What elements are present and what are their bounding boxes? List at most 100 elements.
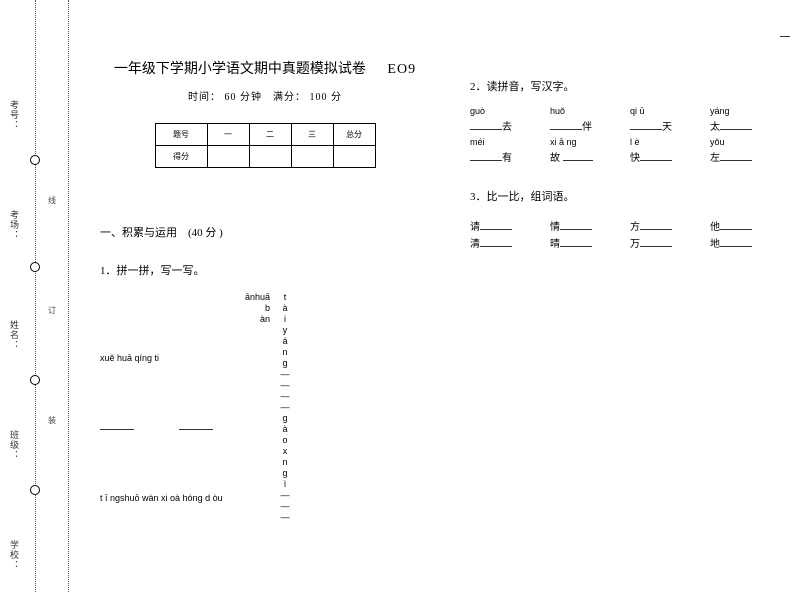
hz: 地: [710, 235, 790, 250]
blank-row: [100, 420, 213, 435]
table-row: 题号 一 二 三 总分: [155, 124, 375, 146]
q3-title: 3．比一比，组词语。: [470, 188, 790, 204]
binding-label: 考场：: [8, 210, 21, 240]
py: huǒ: [550, 106, 630, 116]
blank: [720, 151, 752, 161]
dotline-outer: [35, 0, 36, 592]
blank: [560, 237, 592, 247]
py: l è: [630, 137, 710, 147]
blank: [560, 220, 592, 230]
hanzi-line: 清 晴 万 地: [470, 235, 790, 250]
py-char: n: [280, 457, 290, 468]
pinyin-row: xuě huā qíng ti: [100, 352, 159, 366]
cell: [249, 146, 291, 168]
py-char: —: [280, 490, 290, 501]
hz: 左: [710, 149, 790, 164]
py-char: —: [280, 402, 290, 413]
pinyin-block: ānhuā b àn t à i y á n g — — — — g à o x…: [100, 292, 430, 562]
blank: [640, 151, 672, 161]
py: yáng: [710, 106, 790, 116]
py-char: à: [280, 424, 290, 435]
hz: 伴: [550, 118, 630, 133]
blank: [470, 151, 502, 161]
blank: [480, 237, 512, 247]
pinyin-row: t ī ngshuō wàn xi oà hóng d òu: [100, 492, 223, 506]
blank: [470, 120, 502, 130]
blank: [720, 120, 752, 130]
blank: [630, 120, 662, 130]
hz: 去: [470, 118, 550, 133]
py: yǒu: [710, 137, 790, 147]
binding-label: 班级：: [8, 430, 21, 460]
py-char: à: [280, 303, 290, 314]
binding-label: 学校：: [8, 540, 21, 570]
py-char: t: [280, 292, 290, 303]
py: méi: [470, 137, 550, 147]
blank: [550, 120, 582, 130]
cell: 总分: [333, 124, 375, 146]
py-char: i: [280, 314, 290, 325]
table-row: 得分: [155, 146, 375, 168]
binding-circle: [30, 155, 40, 165]
cell: 三: [291, 124, 333, 146]
py-char: —: [280, 501, 290, 512]
hz: 清: [470, 235, 550, 250]
blank: [720, 237, 752, 247]
binding-label: 姓名：: [8, 320, 21, 350]
left-column: 一年级下学期小学语文期中真题模拟试卷 EO9 时间： 60 分钟 满分： 100…: [100, 0, 430, 592]
py-char: g: [280, 358, 290, 369]
py: qi ū: [630, 106, 710, 116]
binding-char: 装: [48, 415, 56, 426]
binding-char: 订: [48, 305, 56, 316]
title-main: 一年级下学期小学语文期中真题模拟试卷: [114, 62, 366, 77]
cell: 一: [207, 124, 249, 146]
title-code: EO9: [387, 62, 416, 77]
binding-char: 线: [48, 195, 56, 206]
blank: [720, 220, 752, 230]
hanzi-line: 有 故 快 左: [470, 149, 790, 164]
binding-label: 考号：: [8, 100, 21, 130]
hz: 有: [470, 149, 550, 164]
py-char: —: [280, 512, 290, 523]
cell: 二: [249, 124, 291, 146]
exam-subtitle: 时间： 60 分钟 满分： 100 分: [100, 88, 430, 103]
pinyin-line: guò huǒ qi ū yáng: [470, 106, 790, 116]
py-char: ì: [280, 479, 290, 490]
py: guò: [470, 106, 550, 116]
py-char: —: [280, 391, 290, 402]
hz: 他: [710, 218, 790, 233]
blank: [640, 237, 672, 247]
hz: 方: [630, 218, 710, 233]
py-char: g: [280, 468, 290, 479]
binding-circle: [30, 485, 40, 495]
question-2: 2．读拼音，写汉字。 guò huǒ qi ū yáng 去 伴 天 太 méi…: [470, 78, 790, 164]
py-char: —: [280, 380, 290, 391]
question-3: 3．比一比，组词语。 请 情 方 他 清 晴 万 地: [470, 188, 790, 250]
right-column: 2．读拼音，写汉字。 guò huǒ qi ū yáng 去 伴 天 太 méi…: [470, 0, 800, 592]
hz: 晴: [550, 235, 630, 250]
section-heading: 一、积累与运用 (40 分 ): [100, 224, 430, 240]
py-char: g: [280, 413, 290, 424]
hz: 情: [550, 218, 630, 233]
py-char: á: [280, 336, 290, 347]
score-table: 题号 一 二 三 总分 得分: [155, 123, 376, 168]
blank: [480, 220, 512, 230]
page-content: 一年级下学期小学语文期中真题模拟试卷 EO9 时间： 60 分钟 满分： 100…: [100, 0, 800, 592]
cell: 得分: [155, 146, 207, 168]
py-char: n: [280, 347, 290, 358]
pinyin-vert-col2: ānhuā b àn: [240, 292, 270, 325]
exam-title: 一年级下学期小学语文期中真题模拟试卷 EO9: [100, 58, 430, 78]
blank: [179, 420, 213, 430]
hanzi-line: 请 情 方 他: [470, 218, 790, 233]
hz: 天: [630, 118, 710, 133]
pinyin-line: méi xi ā ng l è yǒu: [470, 137, 790, 147]
py-char: àn: [240, 314, 270, 325]
py-char: y: [280, 325, 290, 336]
py: xi ā ng: [550, 137, 630, 147]
hz: 故: [550, 149, 630, 164]
blank: [640, 220, 672, 230]
hanzi-line: 去 伴 天 太: [470, 118, 790, 133]
hz: 万: [630, 235, 710, 250]
binding-circle: [30, 375, 40, 385]
py-char: —: [280, 369, 290, 380]
